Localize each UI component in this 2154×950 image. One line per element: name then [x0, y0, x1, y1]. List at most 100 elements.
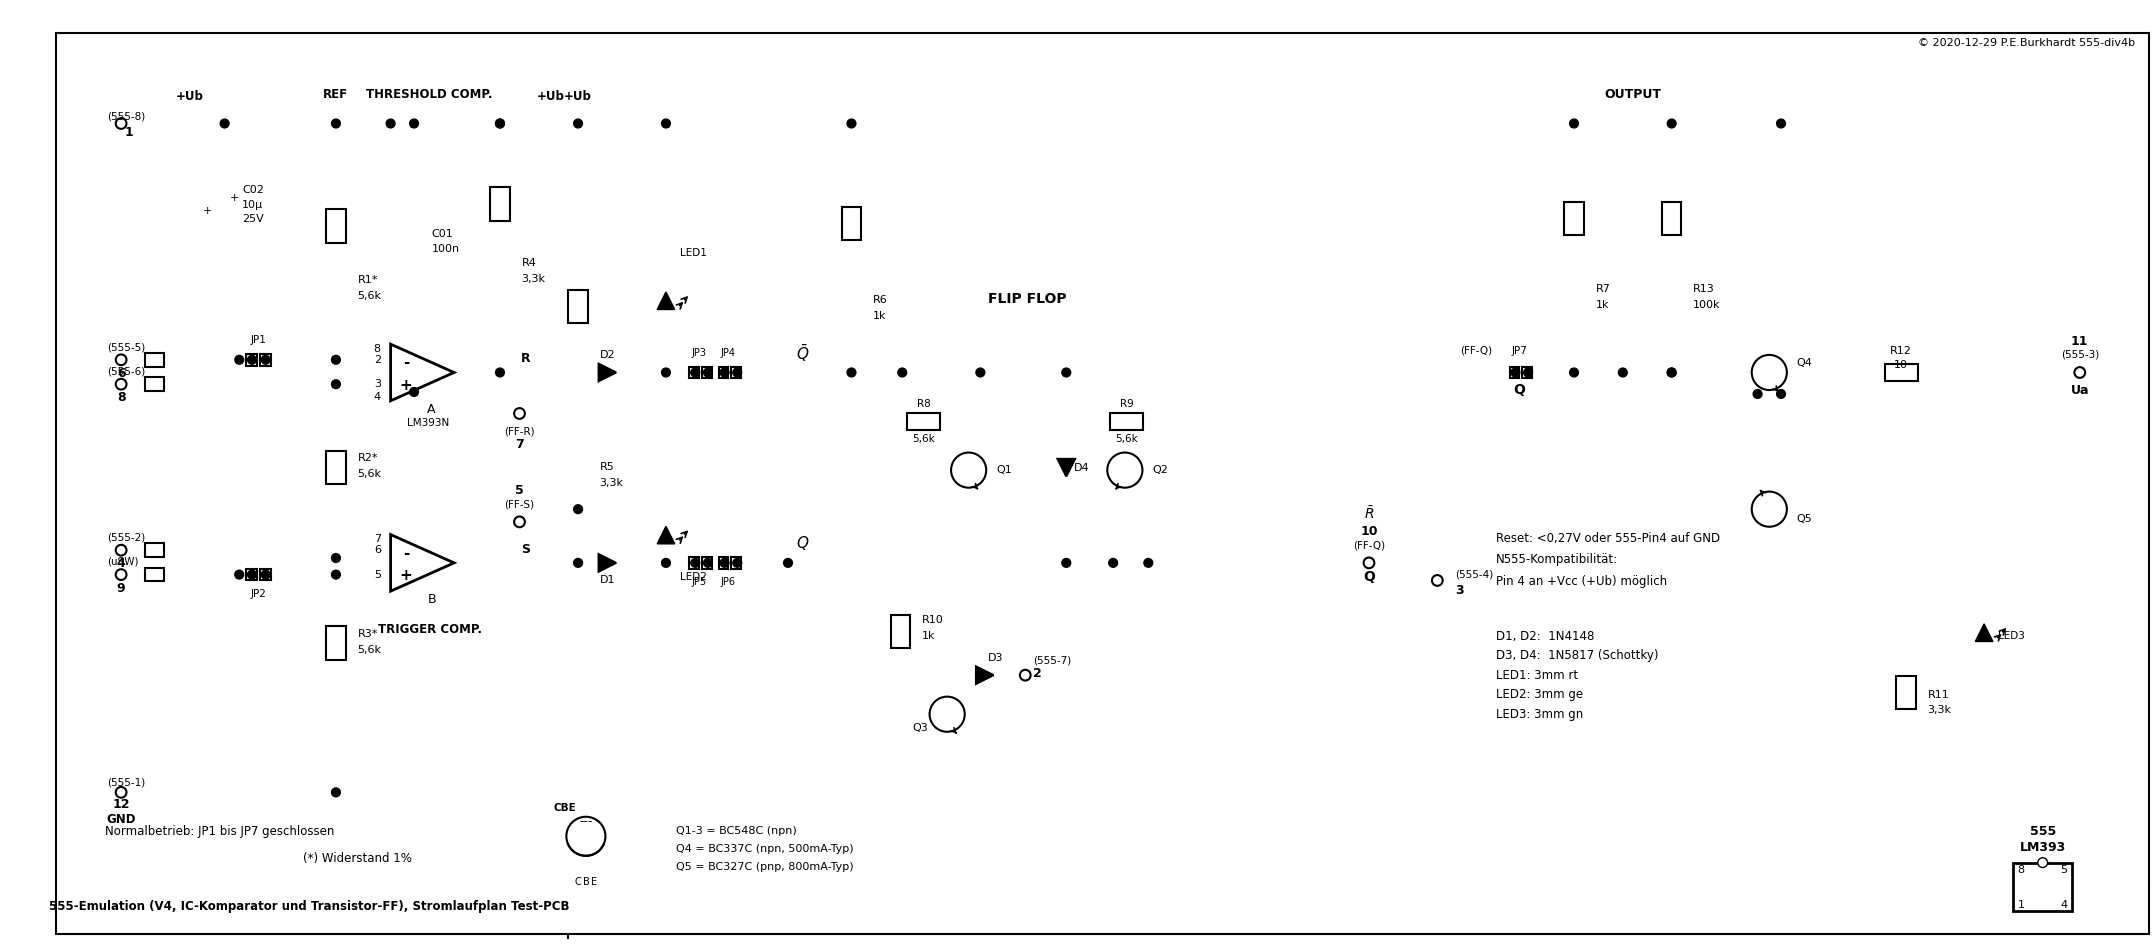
- Bar: [261, 569, 271, 580]
- Text: S: S: [521, 542, 530, 556]
- Text: LED2: LED2: [681, 572, 707, 581]
- Circle shape: [235, 355, 243, 364]
- Circle shape: [261, 355, 269, 364]
- Circle shape: [704, 368, 713, 377]
- Text: R3*: R3*: [358, 629, 377, 639]
- Circle shape: [235, 570, 243, 579]
- Circle shape: [332, 355, 340, 364]
- Circle shape: [1777, 119, 1786, 128]
- Text: (555-2): (555-2): [108, 533, 146, 542]
- Bar: [261, 354, 271, 366]
- Text: JP5: JP5: [691, 578, 707, 587]
- Circle shape: [2038, 858, 2048, 867]
- Text: D1: D1: [599, 576, 616, 585]
- Text: C01: C01: [431, 229, 452, 238]
- Bar: [325, 450, 345, 484]
- Circle shape: [261, 570, 269, 579]
- Text: R13: R13: [1693, 284, 1715, 294]
- Text: LED3: LED3: [1997, 631, 2025, 641]
- Text: © 2020-12-29 P.E.Burkhardt 555-div4b: © 2020-12-29 P.E.Burkhardt 555-div4b: [1919, 38, 2135, 48]
- Text: +: +: [202, 206, 211, 217]
- Circle shape: [691, 368, 700, 377]
- Text: 555-Emulation (V4, IC-Komparator und Transistor-FF), Stromlaufplan Test-PCB: 555-Emulation (V4, IC-Komparator und Tra…: [50, 900, 571, 913]
- Bar: [1109, 412, 1144, 430]
- Text: A: A: [426, 403, 435, 416]
- Circle shape: [1667, 119, 1676, 128]
- Bar: [702, 557, 711, 569]
- Text: R7: R7: [1596, 284, 1611, 294]
- Text: Q5: Q5: [1796, 514, 1812, 524]
- Circle shape: [1109, 559, 1118, 567]
- Text: 100n: 100n: [431, 244, 459, 255]
- Circle shape: [661, 119, 670, 128]
- Bar: [491, 187, 510, 220]
- Text: Q1-3 = BC548C (npn): Q1-3 = BC548C (npn): [676, 826, 797, 836]
- Text: 1: 1: [125, 125, 134, 139]
- Circle shape: [719, 559, 728, 567]
- Circle shape: [409, 119, 418, 128]
- Text: 4: 4: [373, 392, 381, 402]
- Text: 4: 4: [116, 558, 125, 570]
- Bar: [689, 367, 700, 378]
- Bar: [719, 557, 728, 569]
- Polygon shape: [599, 554, 616, 572]
- Text: (uSW): (uSW): [108, 557, 140, 567]
- Circle shape: [495, 119, 504, 128]
- Text: 5,6k: 5,6k: [358, 292, 381, 301]
- Text: -: -: [403, 355, 409, 370]
- Text: 10μ: 10μ: [241, 200, 263, 210]
- Text: (FF-Q): (FF-Q): [1353, 541, 1385, 550]
- Text: +: +: [230, 193, 239, 202]
- Circle shape: [1570, 368, 1579, 377]
- Circle shape: [573, 559, 582, 567]
- Text: JP2: JP2: [250, 589, 267, 599]
- Circle shape: [1523, 368, 1531, 377]
- Text: 2: 2: [373, 354, 381, 365]
- Text: R: R: [521, 352, 530, 366]
- Text: C: C: [575, 877, 582, 887]
- Circle shape: [1144, 559, 1152, 567]
- Text: JP3: JP3: [691, 348, 707, 358]
- Bar: [890, 615, 909, 648]
- Circle shape: [704, 559, 713, 567]
- Circle shape: [567, 817, 605, 856]
- Text: 7: 7: [515, 438, 523, 451]
- Circle shape: [573, 119, 582, 128]
- Text: (555-5): (555-5): [108, 342, 146, 352]
- Circle shape: [495, 119, 504, 128]
- Text: D2: D2: [599, 350, 616, 360]
- Text: (555-1): (555-1): [108, 777, 146, 788]
- Text: B: B: [426, 594, 435, 606]
- Text: R1*: R1*: [358, 275, 377, 285]
- Text: +Ub: +Ub: [174, 89, 202, 103]
- Circle shape: [1667, 368, 1676, 377]
- Text: 6: 6: [375, 545, 381, 555]
- Bar: [1510, 367, 1519, 378]
- Bar: [144, 353, 164, 367]
- Text: R9: R9: [1120, 399, 1133, 408]
- Text: LED3: 3mm gn: LED3: 3mm gn: [1495, 708, 1583, 721]
- Circle shape: [661, 559, 670, 567]
- Polygon shape: [390, 344, 454, 401]
- Text: D4: D4: [1075, 463, 1090, 473]
- Text: 10: 10: [1893, 360, 1908, 370]
- Text: Q4: Q4: [1796, 358, 1812, 368]
- Polygon shape: [1975, 624, 1992, 641]
- Text: 1k: 1k: [872, 311, 887, 321]
- Text: Q4 = BC337C (npn, 500mA-Typ): Q4 = BC337C (npn, 500mA-Typ): [676, 844, 853, 854]
- Bar: [732, 557, 741, 569]
- Text: C02: C02: [241, 185, 265, 195]
- Text: Q3: Q3: [911, 723, 928, 732]
- Circle shape: [691, 559, 700, 567]
- Text: +: +: [401, 378, 414, 392]
- Bar: [144, 543, 164, 557]
- Bar: [1885, 364, 1917, 381]
- Text: (FF-R): (FF-R): [504, 426, 534, 436]
- Text: JP1: JP1: [250, 335, 267, 345]
- Text: R2*: R2*: [358, 453, 377, 464]
- Text: R10: R10: [922, 616, 943, 625]
- Text: 8: 8: [2018, 865, 2025, 876]
- Text: D3: D3: [989, 653, 1004, 662]
- Text: Q1: Q1: [995, 466, 1012, 475]
- Text: R5: R5: [599, 463, 614, 472]
